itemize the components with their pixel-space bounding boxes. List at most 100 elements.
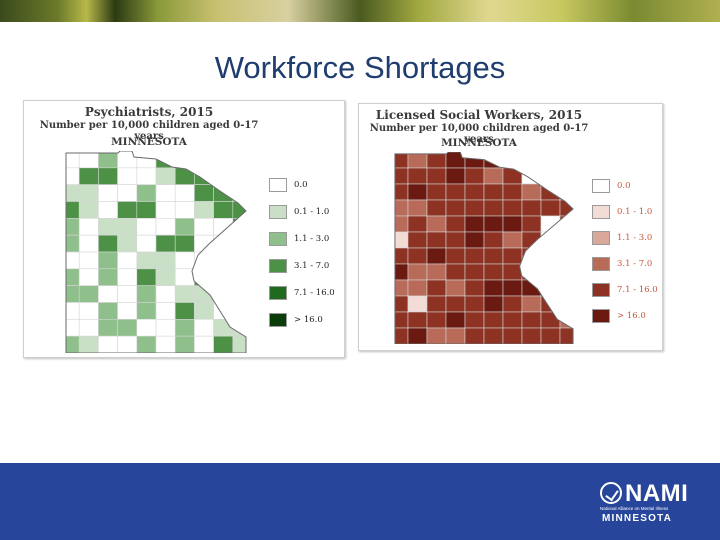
- logo-tagline: National Alliance on Mental Illness: [600, 506, 669, 511]
- county-tile: [464, 152, 485, 169]
- county-tile: [464, 183, 485, 201]
- county-tile: [464, 231, 485, 249]
- county-tile: [155, 218, 176, 236]
- legend-label: 0.0: [617, 181, 631, 191]
- county-tile: [407, 199, 428, 217]
- legend-item: 3.1 - 7.0: [269, 259, 329, 273]
- legend-swatch: [269, 286, 287, 300]
- county-tile: [136, 151, 157, 169]
- county-tile: [66, 251, 80, 270]
- county-tile: [540, 263, 561, 281]
- county-tile: [232, 201, 246, 219]
- county-tile: [155, 184, 176, 202]
- county-tile: [502, 231, 523, 249]
- county-tile: [117, 218, 138, 236]
- county-tile: [136, 167, 157, 185]
- county-tile: [559, 311, 574, 329]
- county-tile: [98, 167, 118, 185]
- county-tile: [394, 167, 409, 185]
- legend-item: 1.1 - 3.0: [269, 232, 329, 246]
- county-tile: [136, 184, 157, 202]
- legend-item: 7.1 - 16.0: [269, 286, 335, 300]
- county-tile: [66, 184, 80, 202]
- county-tile: [502, 279, 523, 297]
- county-tile: [117, 268, 138, 286]
- county-tile: [194, 167, 214, 185]
- county-tile: [66, 201, 80, 219]
- county-tile: [155, 251, 176, 270]
- county-tile: [155, 151, 176, 169]
- county-tile: [394, 199, 409, 217]
- county-tile: [559, 295, 574, 313]
- county-tile: [559, 167, 574, 185]
- social-workers-map-panel: Licensed Social Workers, 2015 Number per…: [358, 103, 663, 351]
- county-tile: [464, 167, 485, 185]
- county-tile: [407, 183, 428, 201]
- county-tile: [394, 231, 409, 249]
- county-tile: [445, 199, 466, 217]
- legend-swatch: [592, 283, 610, 297]
- county-tile: [464, 311, 485, 329]
- legend-label: 7.1 - 16.0: [617, 285, 658, 295]
- minnesota-county-map: [65, 151, 247, 353]
- county-tile: [445, 183, 466, 201]
- legend-swatch: [592, 179, 610, 193]
- county-tile: [78, 319, 99, 337]
- legend-label: 1.1 - 3.0: [617, 233, 653, 243]
- county-tile: [394, 311, 409, 329]
- legend-swatch: [269, 232, 287, 246]
- county-tile: [502, 215, 523, 233]
- logo-state: MINNESOTA: [602, 513, 673, 524]
- county-tile: [483, 311, 504, 329]
- footer-bar: [0, 463, 720, 540]
- county-tile: [194, 151, 214, 169]
- county-tile: [174, 167, 195, 185]
- county-tile: [483, 327, 504, 344]
- county-tile: [98, 251, 118, 270]
- county-tile: [213, 335, 234, 353]
- county-tile: [559, 263, 574, 281]
- county-tile: [78, 251, 99, 270]
- county-tile: [78, 218, 99, 236]
- county-tile: [78, 234, 99, 253]
- county-tile: [540, 327, 561, 344]
- legend-label: 0.1 - 1.0: [617, 207, 653, 217]
- county-tile: [78, 151, 99, 169]
- logo-name: NAMI: [625, 480, 689, 507]
- county-tile: [174, 335, 195, 353]
- county-tile: [502, 199, 523, 217]
- legend-swatch: [592, 205, 610, 219]
- legend-label: > 16.0: [617, 311, 646, 321]
- county-tile: [232, 285, 246, 303]
- county-tile: [464, 247, 485, 265]
- legend-swatch: [592, 257, 610, 271]
- county-tile: [464, 215, 485, 233]
- county-tile: [174, 234, 195, 253]
- county-tile: [540, 311, 561, 329]
- county-tile: [407, 215, 428, 233]
- map-title: Psychiatrists, 2015: [84, 105, 214, 119]
- legend-swatch: [269, 178, 287, 192]
- county-tile: [136, 218, 157, 236]
- county-tile: [232, 251, 246, 270]
- county-tile: [174, 184, 195, 202]
- county-tile: [407, 295, 428, 313]
- county-tile: [394, 279, 409, 297]
- county-tile: [117, 285, 138, 303]
- county-tile: [78, 302, 99, 320]
- county-tile: [483, 183, 504, 201]
- county-tile: [194, 268, 214, 286]
- county-tile: [117, 234, 138, 253]
- county-tile: [66, 234, 80, 253]
- county-tile: [155, 201, 176, 219]
- county-tile: [540, 247, 561, 265]
- county-tile: [521, 247, 542, 265]
- county-tile: [502, 167, 523, 185]
- county-tile: [559, 215, 574, 233]
- county-tile: [117, 302, 138, 320]
- minnesota-county-map: [394, 152, 574, 344]
- county-tile: [194, 184, 214, 202]
- county-tile: [136, 302, 157, 320]
- county-tile: [426, 263, 447, 281]
- county-tile: [232, 335, 246, 353]
